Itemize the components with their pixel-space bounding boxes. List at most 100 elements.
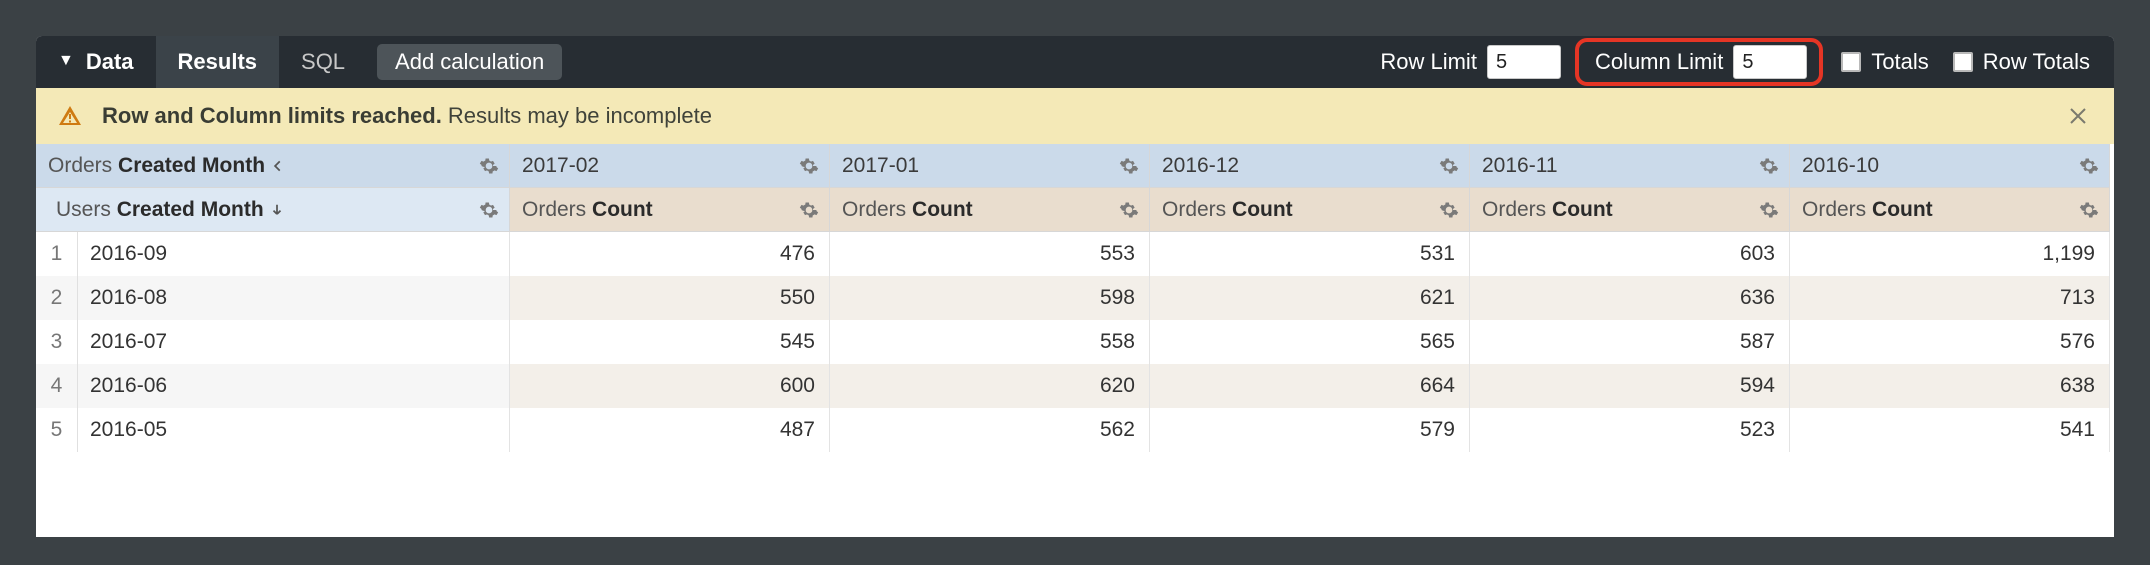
row-value[interactable]: 664	[1150, 364, 1470, 408]
dimension-bold: Created Month	[117, 198, 264, 222]
pivot-col-label: 2016-12	[1162, 154, 1239, 178]
pivot-col-label: 2017-02	[522, 154, 599, 178]
row-value[interactable]: 638	[1790, 364, 2110, 408]
row-dimension[interactable]: 2016-08	[78, 276, 510, 320]
table-row: 52016-05487562579523541	[36, 408, 2114, 452]
tab-data-label: Data	[86, 49, 134, 75]
gear-icon[interactable]	[1439, 200, 1459, 220]
row-value[interactable]: 553	[830, 232, 1150, 276]
measure-header[interactable]: Orders Count	[830, 188, 1150, 232]
limits-warning: Row and Column limits reached. Results m…	[36, 88, 2114, 144]
row-value[interactable]: 587	[1470, 320, 1790, 364]
row-value[interactable]: 476	[510, 232, 830, 276]
gear-icon[interactable]	[2079, 200, 2099, 220]
row-value[interactable]: 600	[510, 364, 830, 408]
measure-light: Orders	[1802, 198, 1866, 222]
measure-header[interactable]: Orders Count	[1150, 188, 1470, 232]
sort-desc-icon	[270, 203, 284, 217]
row-value[interactable]: 531	[1150, 232, 1470, 276]
measure-bold: Count	[1872, 198, 1933, 222]
row-value[interactable]: 621	[1150, 276, 1470, 320]
checkbox-icon	[1841, 52, 1861, 72]
row-value[interactable]: 545	[510, 320, 830, 364]
table-row: 22016-08550598621636713	[36, 276, 2114, 320]
measure-bold: Count	[592, 198, 653, 222]
gear-icon[interactable]	[479, 200, 499, 220]
tab-sql[interactable]: SQL	[279, 36, 367, 88]
gear-icon[interactable]	[799, 200, 819, 220]
measure-bold: Count	[912, 198, 973, 222]
row-value[interactable]: 636	[1470, 276, 1790, 320]
row-dimension[interactable]: 2016-07	[78, 320, 510, 364]
explore-toolbar: ▼ Data Results SQL Add calculation Row L…	[36, 36, 2114, 88]
row-value[interactable]: 603	[1470, 232, 1790, 276]
row-value[interactable]: 1,199	[1790, 232, 2110, 276]
pivot-col-header[interactable]: 2016-10	[1790, 144, 2110, 188]
gear-icon[interactable]	[1759, 156, 1779, 176]
table-row: 42016-06600620664594638	[36, 364, 2114, 408]
row-index: 4	[36, 364, 78, 408]
row-value[interactable]: 558	[830, 320, 1150, 364]
gear-icon[interactable]	[1119, 200, 1139, 220]
column-limit-input[interactable]	[1733, 45, 1807, 79]
tab-sql-label: SQL	[301, 49, 345, 75]
checkbox-icon	[1953, 52, 1973, 72]
measure-light: Orders	[1482, 198, 1546, 222]
row-value[interactable]: 541	[1790, 408, 2110, 452]
row-value[interactable]: 550	[510, 276, 830, 320]
close-icon[interactable]	[2066, 104, 2090, 128]
pivot-col-header[interactable]: 2016-12	[1150, 144, 1470, 188]
add-calculation-button[interactable]: Add calculation	[377, 44, 562, 80]
row-value[interactable]: 598	[830, 276, 1150, 320]
column-limit-control: Column Limit	[1575, 38, 1823, 86]
measure-header-row: Users Created Month Orders Count Orders …	[36, 188, 2114, 232]
row-limit-label: Row Limit	[1380, 49, 1477, 75]
gear-icon[interactable]	[479, 156, 499, 176]
warning-bold: Row and Column limits reached.	[102, 103, 442, 129]
pivot-col-header[interactable]: 2016-11	[1470, 144, 1790, 188]
table-row: 12016-094765535316031,199	[36, 232, 2114, 276]
gear-icon[interactable]	[1119, 156, 1139, 176]
tab-results[interactable]: Results	[156, 36, 279, 88]
gear-icon[interactable]	[799, 156, 819, 176]
row-value[interactable]: 562	[830, 408, 1150, 452]
row-value[interactable]: 620	[830, 364, 1150, 408]
pivot-header-row: Orders Created Month 2017-02 2017-01 201…	[36, 144, 2114, 188]
chevron-left-icon	[271, 159, 285, 173]
row-dimension[interactable]: 2016-05	[78, 408, 510, 452]
row-index: 1	[36, 232, 78, 276]
row-index: 2	[36, 276, 78, 320]
row-dimension[interactable]: 2016-06	[78, 364, 510, 408]
measure-header[interactable]: Orders Count	[1790, 188, 2110, 232]
pivot-col-header[interactable]: 2017-01	[830, 144, 1150, 188]
measure-bold: Count	[1552, 198, 1613, 222]
row-limit-input[interactable]	[1487, 45, 1561, 79]
totals-label: Totals	[1871, 49, 1928, 75]
column-limit-label: Column Limit	[1595, 49, 1723, 75]
row-dimension[interactable]: 2016-09	[78, 232, 510, 276]
warning-icon	[58, 104, 82, 128]
dimension-header[interactable]: Users Created Month	[36, 188, 510, 232]
pivot-field-header[interactable]: Orders Created Month	[36, 144, 510, 188]
row-totals-checkbox[interactable]: Row Totals	[1941, 36, 2114, 88]
gear-icon[interactable]	[2079, 156, 2099, 176]
measure-header[interactable]: Orders Count	[510, 188, 830, 232]
measure-header[interactable]: Orders Count	[1470, 188, 1790, 232]
tab-data[interactable]: ▼ Data	[36, 36, 156, 88]
row-value[interactable]: 523	[1470, 408, 1790, 452]
gear-icon[interactable]	[1759, 200, 1779, 220]
row-value[interactable]: 487	[510, 408, 830, 452]
row-value[interactable]: 565	[1150, 320, 1470, 364]
row-value[interactable]: 594	[1470, 364, 1790, 408]
row-value[interactable]: 576	[1790, 320, 2110, 364]
pivot-col-label: 2017-01	[842, 154, 919, 178]
row-value[interactable]: 713	[1790, 276, 2110, 320]
dimension-light: Users	[56, 198, 111, 222]
caret-down-icon: ▼	[58, 52, 74, 70]
data-rows: 12016-094765535316031,19922016-085505986…	[36, 232, 2114, 452]
row-value[interactable]: 579	[1150, 408, 1470, 452]
pivot-field-bold: Created Month	[118, 154, 265, 178]
gear-icon[interactable]	[1439, 156, 1459, 176]
totals-checkbox[interactable]: Totals	[1829, 36, 1940, 88]
pivot-col-header[interactable]: 2017-02	[510, 144, 830, 188]
